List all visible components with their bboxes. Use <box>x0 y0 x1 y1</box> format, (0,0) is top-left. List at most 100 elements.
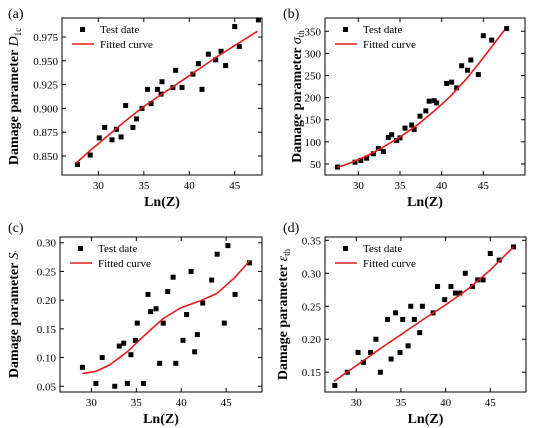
x-tick-label: 40 <box>176 397 188 409</box>
data-point <box>209 277 215 283</box>
data-point <box>370 151 376 157</box>
y-tick-label: 0.35 <box>302 235 322 247</box>
data-point <box>170 274 176 280</box>
data-point <box>459 63 465 69</box>
data-point <box>444 80 450 86</box>
data-point <box>393 310 399 316</box>
x-tick-label: 45 <box>485 397 497 409</box>
data-point <box>232 291 238 297</box>
panel-label: (a) <box>8 7 24 22</box>
data-point <box>225 243 231 249</box>
data-point <box>504 26 510 32</box>
data-point <box>411 316 417 322</box>
x-tick-label: 45 <box>229 180 241 192</box>
x-tick-label: 40 <box>184 180 196 192</box>
data-point <box>332 382 338 388</box>
data-point <box>442 297 448 303</box>
x-axis-title: Ln(Z) <box>407 195 443 210</box>
data-point <box>184 312 190 317</box>
y-tick-label: 350 <box>305 26 322 38</box>
data-point <box>373 336 379 342</box>
data-point <box>93 380 99 386</box>
legend-label: Fitted curve <box>100 39 153 51</box>
data-point <box>112 383 118 389</box>
data-point <box>462 270 468 276</box>
data-point <box>388 356 394 362</box>
y-tick-label: 0.10 <box>37 353 57 365</box>
x-tick-label: 30 <box>351 397 363 409</box>
y-axis-title-symbol: σ <box>290 36 305 44</box>
y-axis-title-text: Damage parameter <box>276 261 291 380</box>
y-tick-label: 0.25 <box>37 266 57 278</box>
data-point <box>180 337 186 343</box>
panel-label: (b) <box>283 7 300 22</box>
legend-marker <box>343 246 348 251</box>
y-axis-title-text: Damage parameter <box>7 46 22 165</box>
data-point <box>417 330 423 336</box>
data-point <box>223 63 229 69</box>
y-axis-title-text: Damage parameter <box>7 259 22 378</box>
fitted-curve <box>337 29 505 169</box>
x-axis-title: Ln(Z) <box>408 412 444 427</box>
y-tick-label: 0.900 <box>33 103 58 115</box>
panel-label: (d) <box>283 221 300 236</box>
data-point <box>423 108 429 114</box>
data-point <box>409 122 415 128</box>
y-tick-label: 150 <box>305 115 322 127</box>
fitted-curve <box>82 260 250 375</box>
data-point <box>489 37 495 43</box>
y-axis-title: Damage parameter εth <box>276 248 292 380</box>
data-point <box>218 48 224 54</box>
data-point <box>99 355 105 361</box>
data-point <box>408 303 414 309</box>
x-tick-label: 30 <box>93 180 105 192</box>
data-point <box>200 300 206 306</box>
fitted-curve <box>75 30 258 165</box>
legend-marker <box>343 27 348 32</box>
data-point <box>452 290 458 296</box>
fitted-curve <box>333 246 515 383</box>
data-point <box>213 57 219 63</box>
data-point <box>246 260 252 266</box>
data-point <box>368 349 374 355</box>
data-point <box>205 51 211 57</box>
data-point <box>375 145 381 151</box>
data-point <box>487 250 493 256</box>
data-point <box>236 44 242 50</box>
data-point <box>385 134 391 140</box>
data-point <box>173 67 179 73</box>
data-point <box>457 290 463 296</box>
data-point <box>121 340 127 346</box>
x-tick-label: 35 <box>395 180 407 192</box>
data-point <box>469 283 475 289</box>
data-point <box>79 364 85 370</box>
y-tick-label: 0.975 <box>33 32 58 44</box>
data-point <box>377 369 383 375</box>
legend-marker <box>80 27 85 32</box>
y-tick-label: 0.15 <box>37 324 57 336</box>
y-axis-title: Damage parameter σth <box>290 30 306 163</box>
legend-label: Fitted curve <box>98 258 151 270</box>
data-point <box>87 152 93 158</box>
data-point <box>417 113 423 119</box>
data-point <box>109 137 115 143</box>
data-point <box>145 291 151 297</box>
data-point <box>165 289 171 295</box>
data-point <box>389 132 395 138</box>
data-point <box>232 24 238 30</box>
y-tick-label: 0.20 <box>37 295 57 307</box>
panel-1: (a) 30 35 40 45 0.850 0.875 0.900 0.925 0.950 0.97… <box>7 7 263 210</box>
x-tick-label: 40 <box>440 397 452 409</box>
y-axis-title-subscript: th <box>282 248 292 256</box>
y-tick-label: 300 <box>305 48 322 60</box>
panel-3: (c) 30 35 40 45 0.05 0.10 0.15 0.20 0.25 0.30 Ln(Z)… <box>7 221 263 427</box>
data-point <box>132 337 138 343</box>
plot-frame <box>324 236 527 393</box>
data-point <box>144 86 150 92</box>
data-point <box>411 126 417 132</box>
panel-4: (d) 30 35 40 45 0.15 0.20 0.25 0.30 0.35 Ln(Z) Dama… <box>276 221 527 427</box>
data-point <box>128 352 134 358</box>
data-point <box>448 283 454 289</box>
data-point <box>153 306 159 312</box>
